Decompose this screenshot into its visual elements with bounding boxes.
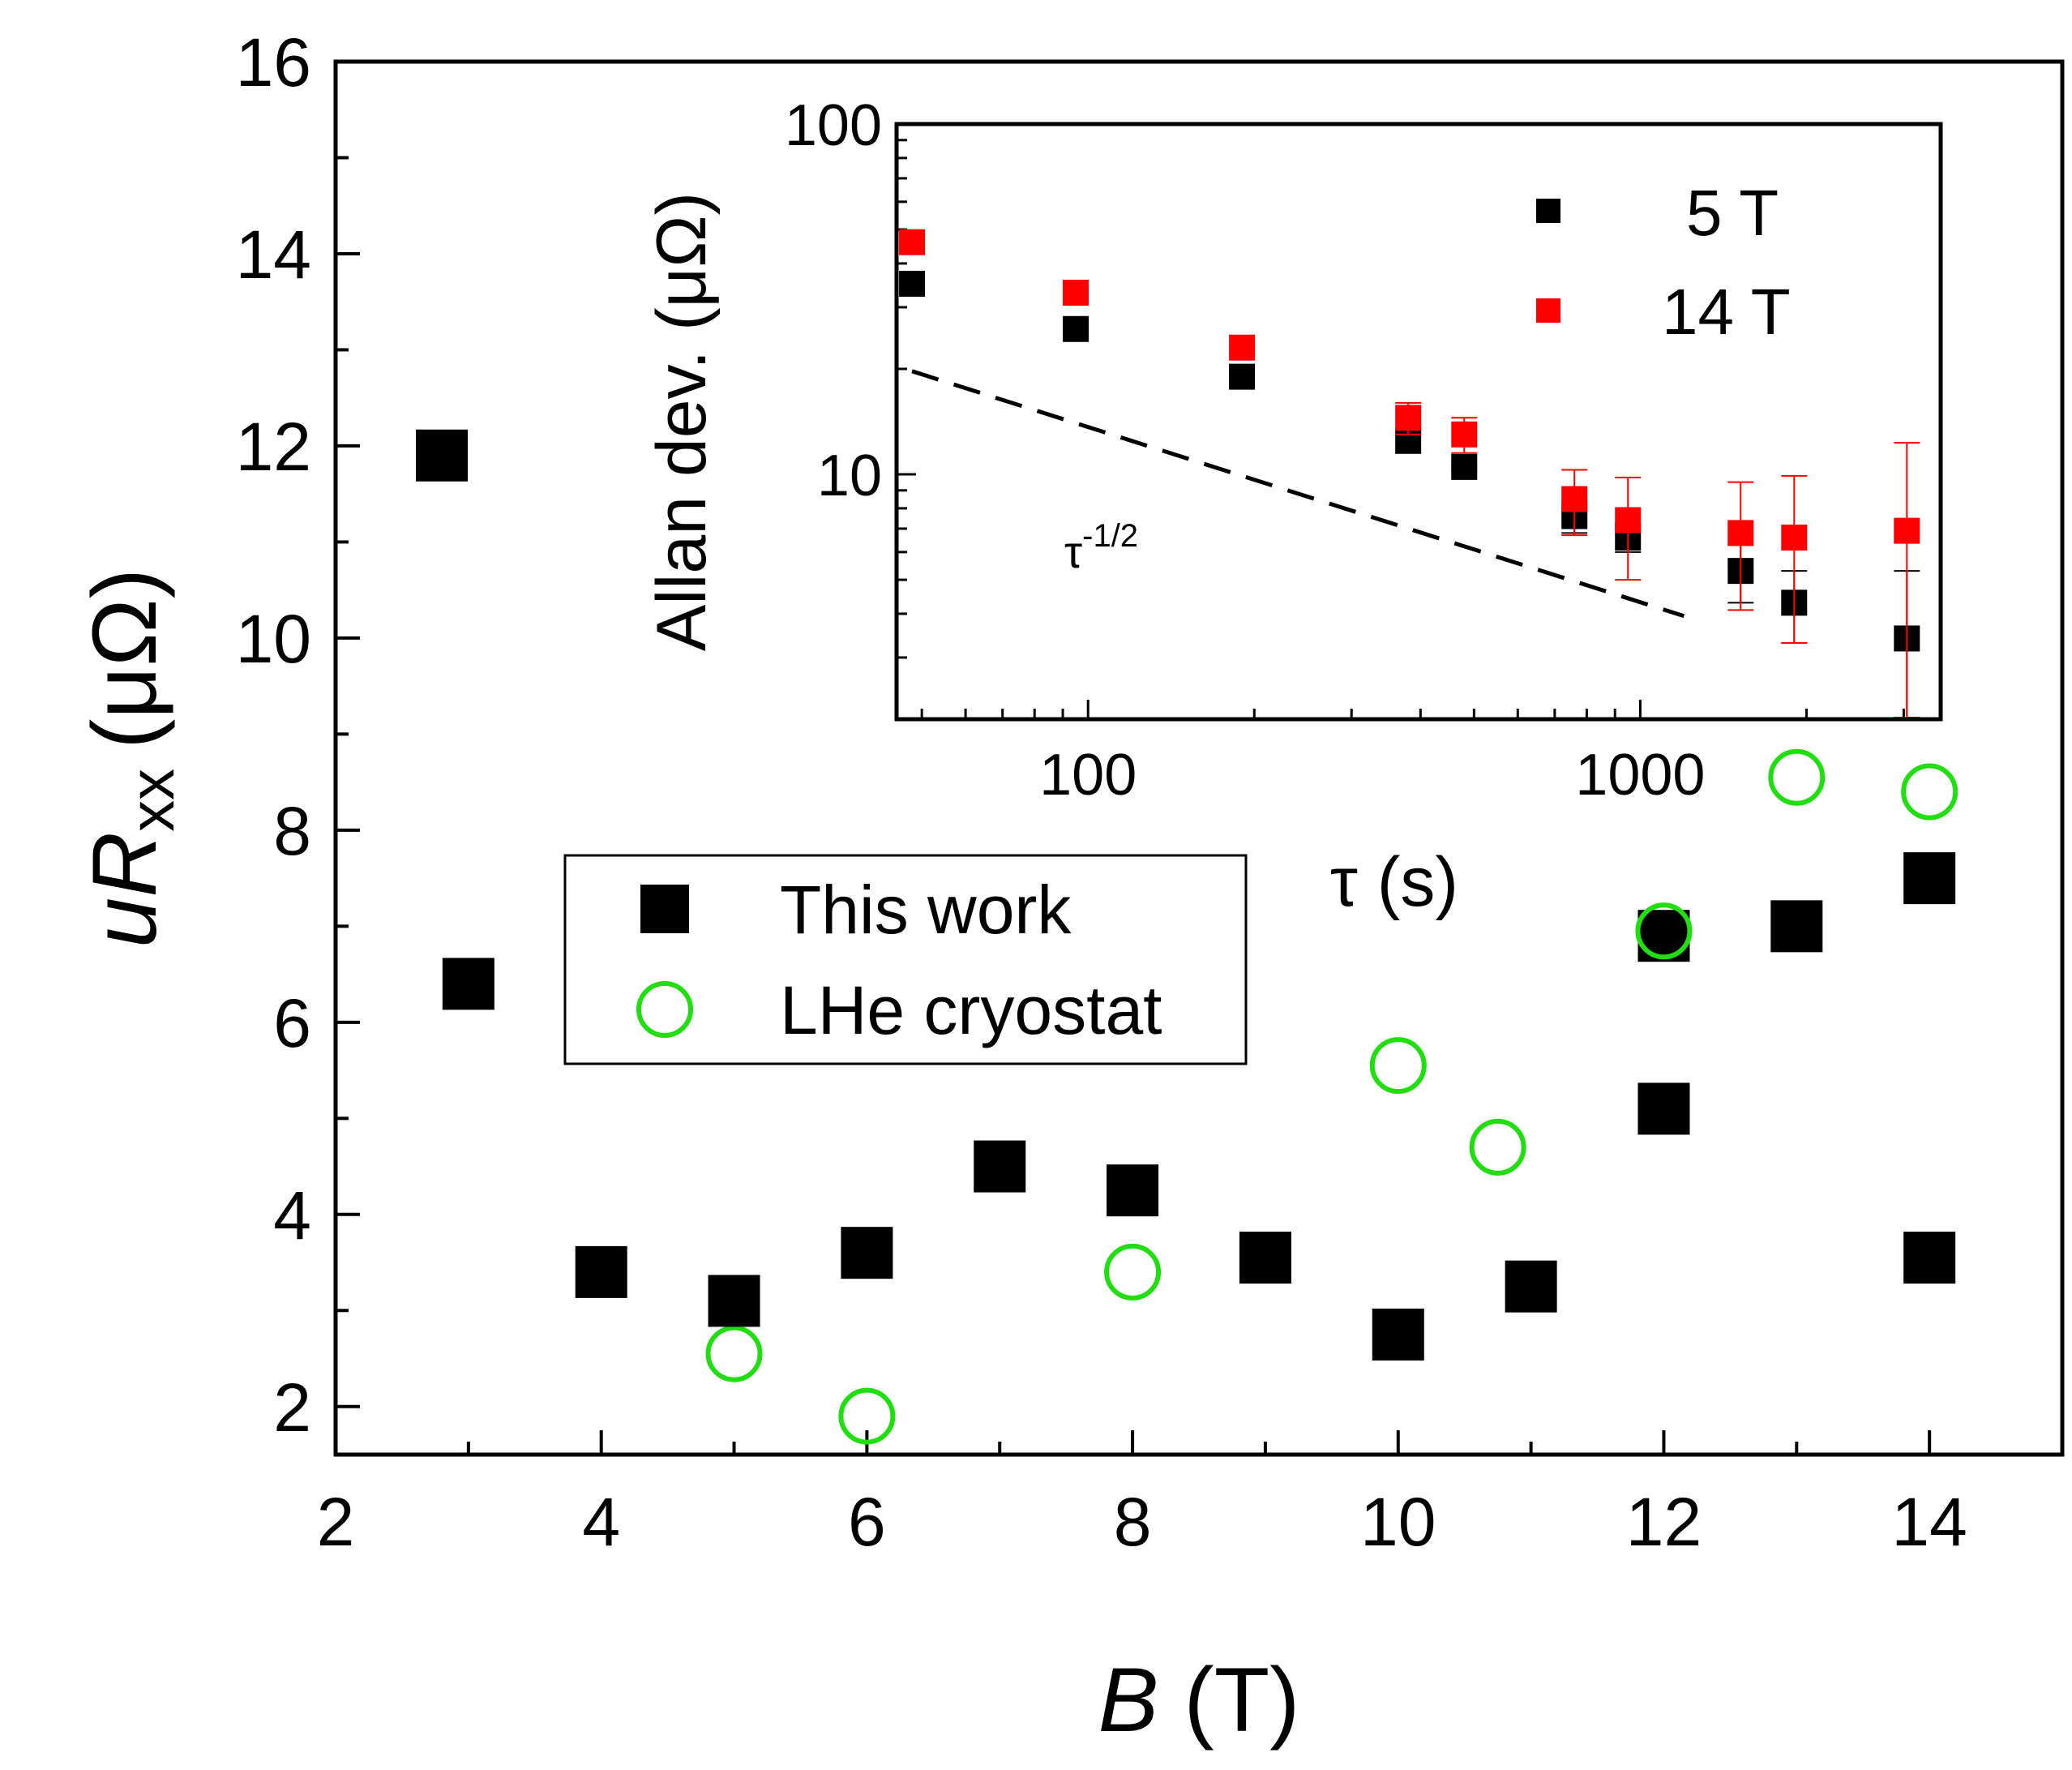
this-work-point [442, 958, 494, 1010]
y-tick-label: 14 [236, 216, 311, 293]
inset-x-tick-label: 1000 [1575, 743, 1705, 808]
x-tick-label: 10 [1360, 1484, 1436, 1560]
y-tick-label: 16 [236, 24, 311, 101]
this-work-point [1107, 1164, 1159, 1217]
legend-label-this-work: This work [780, 872, 1072, 948]
lhe-cryostat-point [1901, 763, 1959, 821]
this-work-point [1903, 1232, 1956, 1284]
inset-x-tick-label: 100 [1039, 743, 1137, 808]
lhe-cryostat-point-overlay [1635, 902, 1693, 960]
inset-point-14t [1395, 405, 1422, 431]
legend-marker-lhe-cryostat [636, 981, 693, 1038]
inset-legend-label-5t: 5 T [1686, 177, 1779, 249]
inset-chart: 100 1000 10 100 τ-1/2 τ (s) Allan dev. (μΩ… [643, 93, 1943, 921]
inset-point-5t [1229, 363, 1256, 390]
x-axis-title: B (T) [1098, 1649, 1300, 1751]
y-axis-title-subscript: xx [116, 769, 187, 832]
lhe-cryostat-point [1469, 1118, 1526, 1176]
inset-point-5t [1063, 315, 1090, 342]
inset-point-5t [899, 270, 926, 297]
this-work-point [974, 1140, 1026, 1193]
legend-label-lhe-cryostat: LHe cryostat [780, 972, 1162, 1048]
lhe-cryostat-point [1104, 1243, 1162, 1301]
y-axis-title-unit: (μΩ) [74, 568, 175, 749]
reference-line-label-exponent: -1/2 [1082, 518, 1138, 554]
this-work-point [575, 1245, 627, 1298]
x-tick-label: 8 [1114, 1484, 1152, 1560]
inset-point-14t [1894, 517, 1920, 544]
lhe-cryostat-point [705, 1325, 763, 1382]
inset-point-14t [1615, 507, 1642, 534]
reference-line-label: τ-1/2 [1064, 518, 1138, 577]
this-work-point [1770, 900, 1823, 953]
this-work-point [708, 1275, 760, 1327]
y-tick-label: 8 [273, 793, 311, 869]
main-legend: This work LHe cryostat [563, 854, 1248, 1065]
this-work-point [841, 1227, 893, 1279]
inset-y-axis-ticks: 10 100 [785, 93, 916, 721]
main-x-axis-ticks: 2 4 6 8 10 12 14 [317, 1430, 2064, 1560]
x-tick-label: 2 [317, 1484, 355, 1560]
inset-point-5t [1451, 453, 1478, 480]
inset-y-tick-label: 100 [785, 93, 882, 158]
this-work-point [1637, 910, 1690, 962]
main-chart: 2 4 6 8 10 12 14 2 4 6 8 10 12 14 16 B (T) uRxx (μΩ) T… [74, 24, 2065, 1751]
inset-y-axis-title: Allan dev. (μΩ) [643, 192, 721, 651]
main-data-points [416, 429, 1959, 1445]
inset-point-14t [1229, 334, 1256, 361]
y-tick-label: 6 [273, 985, 311, 1061]
x-axis-title-unit: (T) [1184, 1649, 1299, 1751]
inset-legend-marker-14t [1536, 298, 1560, 323]
y-tick-label: 4 [273, 1177, 311, 1254]
inset-point-14t [1451, 421, 1478, 448]
inset-point-14t [1561, 486, 1588, 512]
this-work-point [1239, 1232, 1291, 1284]
this-work-point [1505, 1260, 1557, 1313]
inset-x-axis-title: τ (s) [1330, 843, 1458, 921]
inset-point-14t [1727, 520, 1754, 546]
reference-slope-line [911, 369, 1685, 619]
inset-plot-frame [894, 122, 1943, 722]
y-axis-title-variable: uR [74, 832, 175, 948]
lhe-cryostat-point [838, 1387, 896, 1445]
x-axis-title-variable: B [1098, 1649, 1159, 1751]
x-tick-label: 12 [1626, 1484, 1702, 1560]
inset-point-14t [899, 229, 926, 255]
inset-legend-marker-5t [1536, 199, 1560, 223]
this-work-point [1637, 1082, 1690, 1135]
this-work-point [1372, 1308, 1424, 1361]
x-tick-label: 4 [582, 1484, 620, 1560]
y-axis-title: uRxx (μΩ) [74, 568, 187, 948]
x-tick-label: 14 [1891, 1484, 1967, 1560]
inset-y-tick-label: 10 [817, 444, 882, 508]
legend-marker-this-work [640, 885, 689, 933]
this-work-point [1903, 852, 1956, 905]
inset-legend-label-14t: 14 T [1662, 276, 1791, 348]
main-plot-frame [333, 59, 2065, 1457]
this-work-point [416, 429, 469, 482]
y-tick-label: 12 [236, 409, 311, 485]
x-tick-label: 6 [848, 1484, 886, 1560]
main-y-axis-ticks: 2 4 6 8 10 12 14 16 [236, 24, 360, 1446]
inset-x-axis-ticks: 100 1000 [920, 700, 1905, 808]
y-tick-label: 2 [273, 1369, 311, 1446]
y-tick-label: 10 [236, 601, 311, 677]
inset-legend: 5 T 14 T [1536, 177, 1791, 348]
reference-line-label-base: τ [1064, 526, 1082, 577]
inset-point-14t [1063, 280, 1090, 306]
lhe-cryostat-point [1369, 1037, 1427, 1095]
inset-point-14t [1781, 524, 1808, 551]
inset-data-points [899, 229, 1920, 719]
lhe-cryostat-point [1768, 748, 1826, 806]
